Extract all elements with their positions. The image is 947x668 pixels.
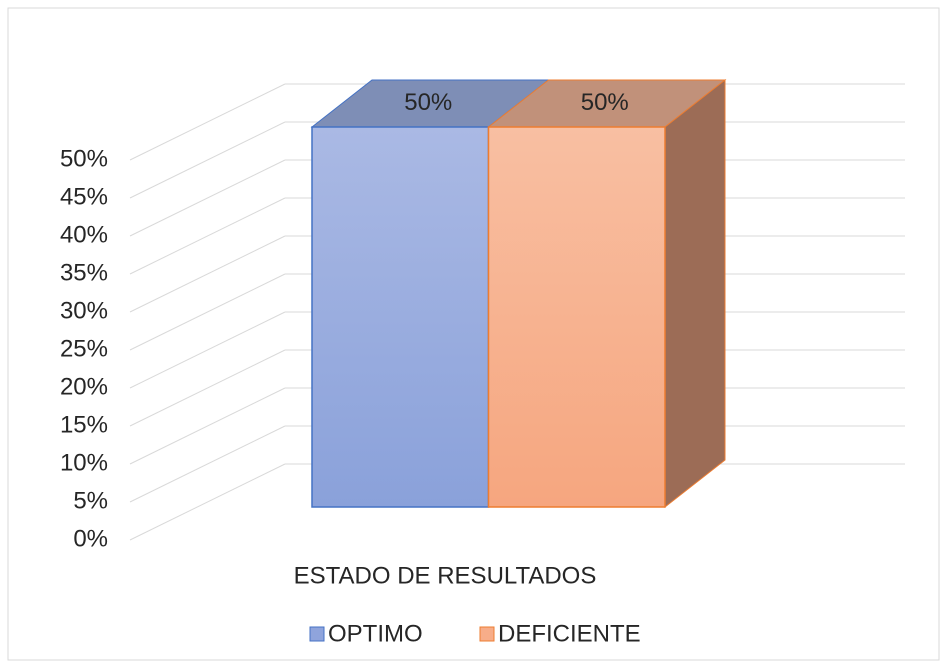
grid-line — [129, 387, 286, 465]
grid-line — [129, 159, 286, 237]
grid-line — [129, 311, 286, 389]
legend-swatch — [479, 626, 495, 642]
grid-line — [129, 273, 286, 351]
legend-label: OPTIMO — [328, 620, 423, 647]
y-tick-label: 5% — [73, 487, 108, 514]
y-tick-label: 50% — [60, 145, 108, 172]
grid-line — [129, 463, 286, 541]
grid-line — [129, 349, 286, 427]
y-tick-label: 20% — [60, 373, 108, 400]
grid-line — [129, 197, 286, 275]
data-label: 50% — [581, 89, 629, 116]
x-tick-label: ESTADO DE RESULTADOS — [294, 562, 597, 589]
y-tick-label: 25% — [60, 335, 108, 362]
legend-swatch — [309, 626, 325, 642]
bar — [311, 126, 490, 508]
data-label: 50% — [404, 89, 452, 116]
y-tick-label: 10% — [60, 449, 108, 476]
grid-line — [129, 83, 286, 161]
y-tick-label: 15% — [60, 411, 108, 438]
legend-label: DEFICIENTE — [498, 620, 641, 647]
grid-line — [129, 425, 286, 503]
bar — [487, 126, 666, 508]
grid-line — [129, 121, 286, 199]
bar-side — [664, 78, 726, 509]
y-tick-label: 30% — [60, 297, 108, 324]
y-tick-label: 0% — [73, 525, 108, 552]
grid-line — [129, 235, 286, 313]
y-tick-label: 40% — [60, 221, 108, 248]
y-tick-label: 45% — [60, 183, 108, 210]
y-tick-label: 35% — [60, 259, 108, 286]
